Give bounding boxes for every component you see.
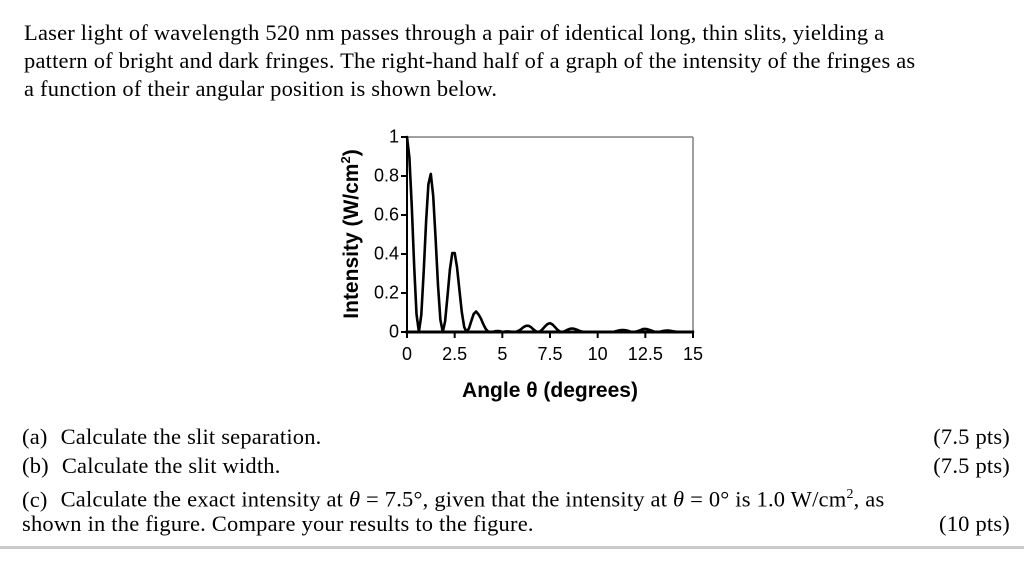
problem-statement-line-1: Laser light of wavelength 520 nm passes … [24, 20, 885, 45]
problem-statement-line-2: pattern of bright and dark fringes. The … [24, 48, 916, 73]
scan-artifact-line [0, 546, 1024, 549]
question-c-part3: = 0° is 1.0 W/cm [684, 486, 847, 512]
question-a-text: Calculate the slit separation. [60, 424, 322, 449]
y-axis-title: Intensity (W/cm2) [331, 134, 363, 334]
question-c-line-2: shown in the figure. Compare your result… [22, 509, 1010, 538]
question-a: (a) Calculate the slit separation. (7.5 p… [22, 422, 1010, 451]
y-axis-title-close: ) [340, 149, 363, 157]
intensity-curve [405, 135, 695, 334]
question-c-label: (c) [22, 486, 48, 512]
question-c-part4: , as [853, 486, 885, 512]
question-b-points: (7.5 pts) [933, 453, 1010, 478]
question-c-points: (10 pts) [939, 511, 1010, 536]
y-axis-tick-label: 0 [388, 321, 399, 342]
y-axis-tick-label: 0.8 [373, 165, 399, 186]
problem-statement: Laser light of wavelength 520 nm passes … [24, 19, 1018, 103]
y-axis-tick-label: 0.2 [373, 282, 399, 303]
question-b-text: Calculate the slit width. [61, 453, 281, 478]
x-axis-title: Angle θ (degrees) [462, 379, 638, 402]
question-c-line-1: (c) Calculate the exact intensity at θ = … [22, 480, 1010, 512]
questions: (a) Calculate the slit separation. (7.5 p… [22, 422, 1010, 538]
x-axis-tick-label: 12.5 [627, 344, 663, 364]
question-b-label: (b) [22, 453, 49, 478]
y-axis-title-superscript: 2 [338, 156, 353, 164]
question-c-superscript: 2 [846, 487, 854, 502]
theta-symbol-2: θ [673, 486, 685, 512]
y-axis-tick-label: 0.4 [373, 243, 399, 264]
problem-statement-line-3: a function of their angular position is … [24, 76, 498, 101]
x-axis-tick-label: 0 [401, 344, 413, 364]
y-axis-tick-label: 0.6 [373, 204, 399, 225]
question-b-text-wrap: (b) Calculate the slit width. [22, 451, 281, 480]
question-c-part1: Calculate the exact intensity at [60, 486, 349, 512]
question-c-line2-text: shown in the figure. Compare your result… [22, 511, 534, 536]
question-c-text-wrap: (c) Calculate the exact intensity at θ = … [22, 480, 885, 512]
x-axis-tick-label: 2.5 [442, 344, 468, 364]
question-c-part2: = 7.5°, given that the intensity at [360, 486, 674, 512]
question-a-text-wrap: (a) Calculate the slit separation. [22, 422, 322, 451]
intensity-plot-area [401, 135, 695, 338]
x-axis-tick-label: 10 [587, 344, 608, 364]
x-axis-tick-label: 15 [682, 344, 704, 364]
question-a-label: (a) [22, 424, 48, 449]
x-axis-tick-label: 7.5 [537, 344, 563, 364]
question-b: (b) Calculate the slit width. (7.5 pts) [22, 451, 1010, 480]
theta-symbol-1: θ [348, 486, 361, 512]
y-axis-title-text: Intensity (W/cm [340, 163, 363, 319]
question-a-points: (7.5 pts) [933, 424, 1010, 449]
x-axis-tick-label: 5 [497, 344, 508, 364]
y-axis-tick-label: 1 [388, 126, 399, 147]
